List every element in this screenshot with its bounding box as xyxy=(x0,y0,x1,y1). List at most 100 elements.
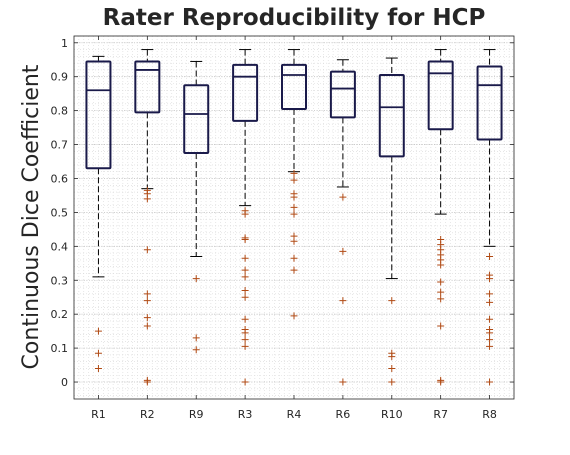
outlier-point xyxy=(241,254,249,262)
grid xyxy=(73,35,515,399)
outlier-point xyxy=(437,288,445,296)
outlier-point xyxy=(339,297,347,305)
outlier-point xyxy=(192,334,200,342)
outlier-point xyxy=(241,273,249,281)
outlier-point xyxy=(486,253,494,261)
y-tick-label: 0.8 xyxy=(51,105,69,118)
y-axis-label: Continuous Dice Coefficient xyxy=(19,64,44,369)
y-tick-label: 0.4 xyxy=(51,240,69,253)
outlier-point xyxy=(241,286,249,294)
iqr-box xyxy=(183,84,210,155)
outlier-point xyxy=(339,247,347,255)
outlier-point xyxy=(486,336,494,344)
y-tick-label: 1 xyxy=(61,37,68,50)
outlier-point xyxy=(388,378,396,386)
iqr-box xyxy=(281,63,307,110)
y-tick-label: 0 xyxy=(61,376,68,389)
box-R7 xyxy=(427,49,454,386)
outlier-point xyxy=(388,297,396,305)
outlier-point xyxy=(290,193,298,201)
box-R1 xyxy=(85,55,112,372)
outlier-point xyxy=(437,295,445,303)
outlier-point xyxy=(241,266,249,274)
outlier-point xyxy=(486,342,494,350)
outlier-point xyxy=(143,195,151,203)
outlier-point xyxy=(339,378,347,386)
outlier-point xyxy=(94,349,102,357)
y-tick-label: 0.5 xyxy=(51,206,69,219)
box-R10 xyxy=(378,57,405,386)
outlier-point xyxy=(290,312,298,320)
outlier-point xyxy=(486,275,494,283)
box-R2 xyxy=(134,49,161,386)
outlier-point xyxy=(388,364,396,372)
iqr-box xyxy=(85,60,112,170)
outlier-point xyxy=(437,378,445,386)
box-R8 xyxy=(476,49,503,386)
iqr-box xyxy=(378,74,405,158)
outlier-point xyxy=(143,297,151,305)
outlier-point xyxy=(241,378,249,386)
outlier-point xyxy=(290,210,298,218)
x-tick-label: R1 xyxy=(91,408,106,421)
box-R4 xyxy=(281,49,307,320)
x-tick-label: R3 xyxy=(238,408,253,421)
iqr-box xyxy=(232,63,259,122)
outlier-point xyxy=(486,378,494,386)
outlier-point xyxy=(486,298,494,306)
y-tick-label: 0.3 xyxy=(51,274,69,287)
y-tick-label: 0.9 xyxy=(51,71,69,84)
outlier-point xyxy=(437,261,445,269)
x-tick-label: R10 xyxy=(381,408,403,421)
boxes xyxy=(85,49,503,386)
outlier-point xyxy=(290,254,298,262)
y-tick-label: 0.6 xyxy=(51,172,69,185)
outlier-point xyxy=(241,236,249,244)
box-R3 xyxy=(232,49,259,386)
outlier-point xyxy=(437,278,445,286)
box-R6 xyxy=(329,59,356,386)
outlier-point xyxy=(290,203,298,211)
outlier-point xyxy=(437,322,445,330)
y-tick-label: 0.2 xyxy=(51,308,69,321)
outlier-point xyxy=(143,246,151,254)
box-R9 xyxy=(183,60,210,354)
outlier-point xyxy=(143,290,151,298)
x-tick-label: R6 xyxy=(336,408,351,421)
outlier-point xyxy=(290,237,298,245)
outlier-point xyxy=(143,314,151,322)
outlier-point xyxy=(486,290,494,298)
outlier-point xyxy=(241,342,249,350)
iqr-box xyxy=(427,60,454,131)
outlier-point xyxy=(94,327,102,335)
x-tick-label: R8 xyxy=(482,408,497,421)
outlier-point xyxy=(290,176,298,184)
outlier-point xyxy=(290,169,298,177)
outlier-point xyxy=(143,322,151,330)
x-tick-label: R2 xyxy=(140,408,155,421)
outlier-point xyxy=(241,336,249,344)
outlier-point xyxy=(339,193,347,201)
outlier-point xyxy=(192,275,200,283)
outlier-point xyxy=(486,315,494,323)
axes: 0 0.1 0.2 0.3 0.4 0.5 0.6 0.7 0.8 0.9 1 R1 R2 R9 R3 R4 R… xyxy=(51,35,515,421)
outlier-point xyxy=(143,378,151,386)
outlier-point xyxy=(241,315,249,323)
x-tick-label: R9 xyxy=(189,408,204,421)
iqr-box xyxy=(476,65,503,141)
y-tick-label: 0.1 xyxy=(51,342,69,355)
outlier-point xyxy=(486,329,494,337)
outlier-point xyxy=(388,353,396,361)
outlier-point xyxy=(241,210,249,218)
iqr-box xyxy=(329,70,356,119)
outlier-point xyxy=(241,293,249,301)
outlier-point xyxy=(290,266,298,274)
outlier-point xyxy=(241,329,249,337)
x-tick-label: R7 xyxy=(433,408,448,421)
chart-title: Rater Reproducibility for HCP xyxy=(103,5,486,31)
outlier-point xyxy=(94,364,102,372)
iqr-box xyxy=(134,60,161,114)
x-tick-label: R4 xyxy=(287,408,302,421)
